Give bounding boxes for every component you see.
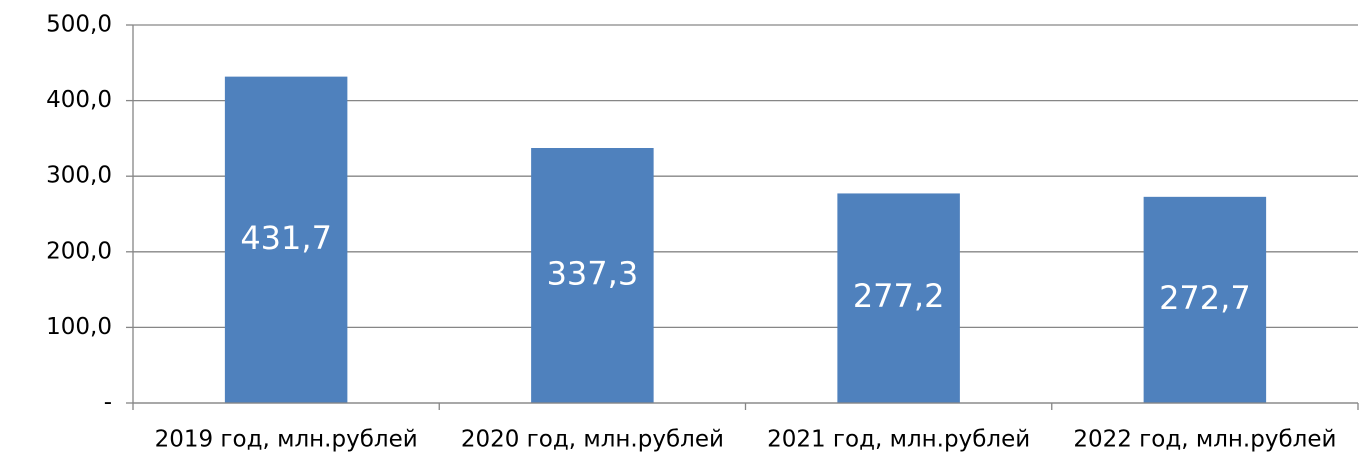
- x-tick-label: 2022 год, млн.рублей: [1073, 427, 1336, 453]
- bar: [1143, 196, 1267, 403]
- y-tick-label: 200,0: [46, 238, 112, 264]
- y-tick-label: 500,0: [46, 12, 112, 38]
- x-tick-label: 2020 год, млн.рублей: [461, 427, 724, 453]
- value-label: 277,2: [853, 277, 945, 315]
- x-tick-label: 2019 год, млн.рублей: [155, 427, 418, 453]
- y-tick-label: 300,0: [46, 163, 112, 189]
- bar: [224, 76, 348, 404]
- value-label: 272,7: [1159, 279, 1251, 317]
- bar: [531, 148, 654, 403]
- y-tick-label: 400,0: [46, 87, 112, 113]
- y-tick-label: 100,0: [46, 314, 112, 340]
- y-tick-label: -: [104, 390, 112, 416]
- value-label: 431,7: [240, 219, 332, 257]
- bar: [837, 193, 960, 403]
- value-label: 337,3: [547, 255, 639, 293]
- x-tick-label: 2021 год, млн.рублей: [767, 427, 1030, 453]
